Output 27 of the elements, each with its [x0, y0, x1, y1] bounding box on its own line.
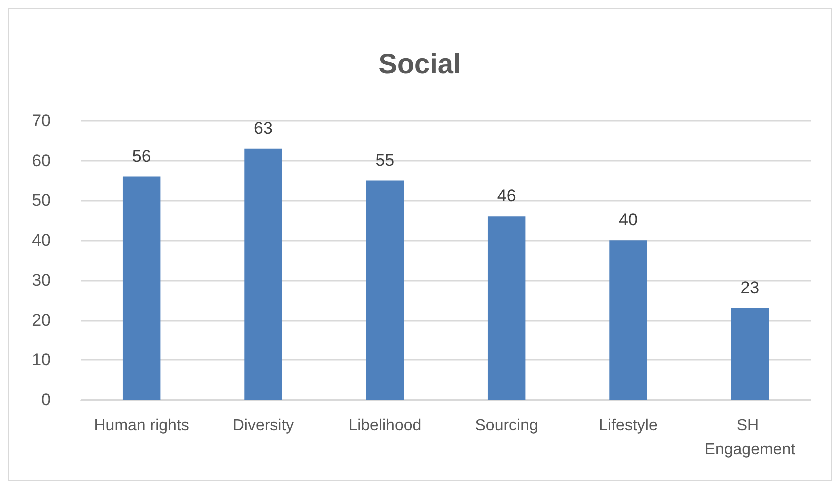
y-tick-label: 30 [32, 270, 51, 290]
y-tick-label: 70 [32, 112, 51, 130]
y-tick-label: 0 [42, 390, 51, 410]
bar [488, 216, 526, 400]
data-label: 46 [497, 186, 516, 206]
data-label: 23 [740, 278, 760, 298]
chart-title: Social [378, 48, 462, 80]
data-label: 63 [254, 118, 273, 138]
y-tick-label: 10 [32, 350, 51, 370]
x-tick-label: Lifestyle [599, 418, 658, 434]
bar [366, 180, 404, 400]
y-tick-label: 20 [32, 310, 51, 330]
x-tick-label: Human rights [94, 418, 190, 434]
bar [122, 176, 161, 400]
x-tick-label: Libelihood [348, 418, 422, 434]
data-label: 40 [619, 210, 638, 230]
x-tick-label: Sourcing [475, 418, 538, 434]
bar [610, 240, 648, 400]
bar [244, 148, 282, 400]
data-label: 55 [376, 150, 395, 170]
y-tick-label: 60 [32, 151, 51, 170]
y-tick-label: 40 [32, 231, 51, 250]
bar [731, 308, 770, 400]
y-tick-label: 50 [32, 191, 51, 210]
data-label: 56 [132, 146, 152, 166]
x-tick-label: SH Engagement [704, 418, 796, 458]
x-tick-label: Diversity [232, 418, 294, 434]
